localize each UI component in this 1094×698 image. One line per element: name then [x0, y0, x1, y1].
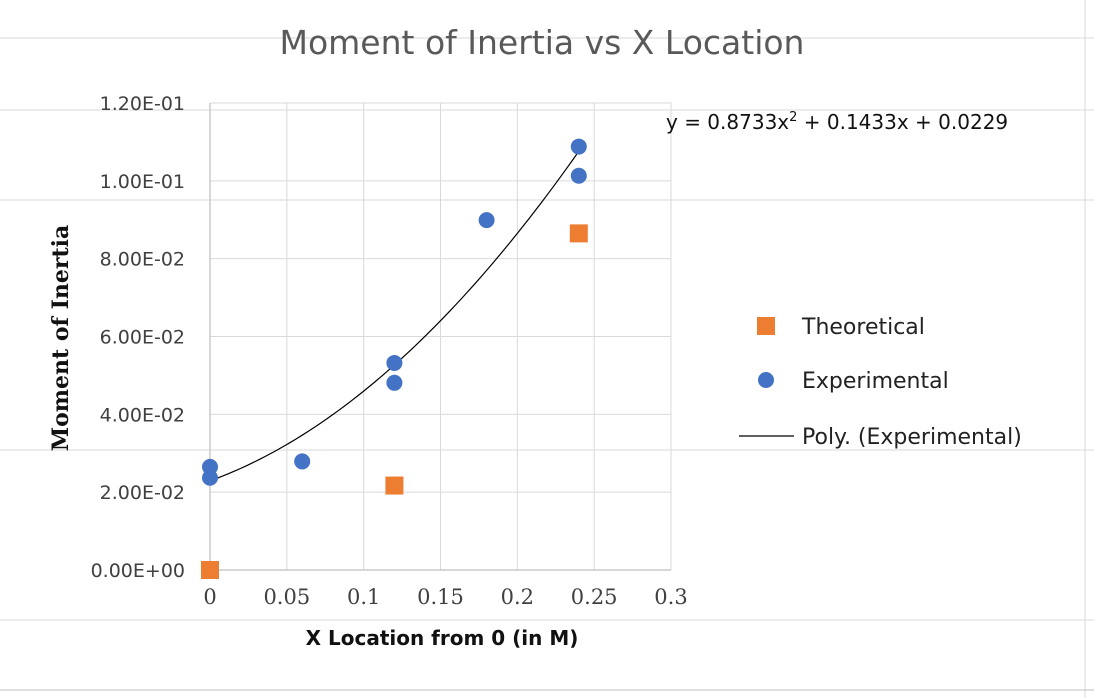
y-axis-ticks: 0.00E+00 2.00E-02 4.00E-02 6.00E-02 8.00E-02…: [91, 93, 185, 582]
point-experimental: [386, 354, 403, 371]
point-experimental: [570, 138, 587, 155]
y-tick-label: 8.00E-02: [100, 249, 185, 271]
y-axis-label: Moment of Inertia: [48, 225, 74, 452]
x-tick-label: 0.2: [501, 585, 534, 609]
chart-title: Moment of Inertia vs X Location: [280, 23, 805, 62]
legend-label-trendline: Poly. (Experimental): [802, 425, 1022, 450]
x-tick-label: 0.3: [654, 585, 687, 609]
y-tick-label: 1.00E-01: [100, 171, 185, 193]
y-tick-label: 4.00E-02: [100, 404, 185, 426]
equation-prefix: y = 0.8733x: [666, 110, 789, 134]
point-experimental: [570, 167, 587, 184]
x-axis-label: X Location from 0 (in M): [306, 626, 579, 650]
data-points: [201, 138, 588, 579]
legend-marker-theoretical: [757, 317, 775, 335]
point-experimental: [478, 212, 495, 229]
point-theoretical: [569, 224, 588, 243]
point-experimental: [294, 453, 311, 470]
point-theoretical: [201, 561, 219, 579]
x-tick-label: 0: [203, 585, 216, 609]
gridlines: [209, 102, 672, 571]
legend-label-theoretical: Theoretical: [801, 315, 925, 340]
x-tick-label: 0.25: [571, 585, 618, 609]
y-tick-label: 2.00E-02: [100, 482, 185, 504]
x-axis-ticks: 0 0.05 0.1 0.15 0.2 0.25 0.3: [203, 585, 687, 609]
x-tick-label: 0.1: [347, 585, 380, 609]
equation-exponent: 2: [789, 110, 797, 125]
legend: Theoretical Experimental Poly. (Experime…: [739, 315, 1022, 450]
equation-suffix: + 0.1433x + 0.0229: [797, 110, 1008, 134]
point-experimental: [386, 374, 403, 391]
trendline-equation: y = 0.8733x2 + 0.1433x + 0.0229: [666, 110, 1008, 134]
legend-label-experimental: Experimental: [802, 369, 949, 394]
y-tick-label: 0.00E+00: [91, 560, 185, 582]
y-tick-label: 6.00E-02: [100, 327, 185, 349]
point-theoretical: [385, 476, 404, 495]
legend-marker-experimental: [758, 372, 774, 388]
point-experimental: [202, 469, 218, 486]
trendline: [209, 150, 580, 482]
x-tick-label: 0.15: [417, 585, 464, 609]
y-tick-label: 1.20E-01: [100, 93, 185, 115]
x-tick-label: 0.05: [263, 585, 310, 609]
